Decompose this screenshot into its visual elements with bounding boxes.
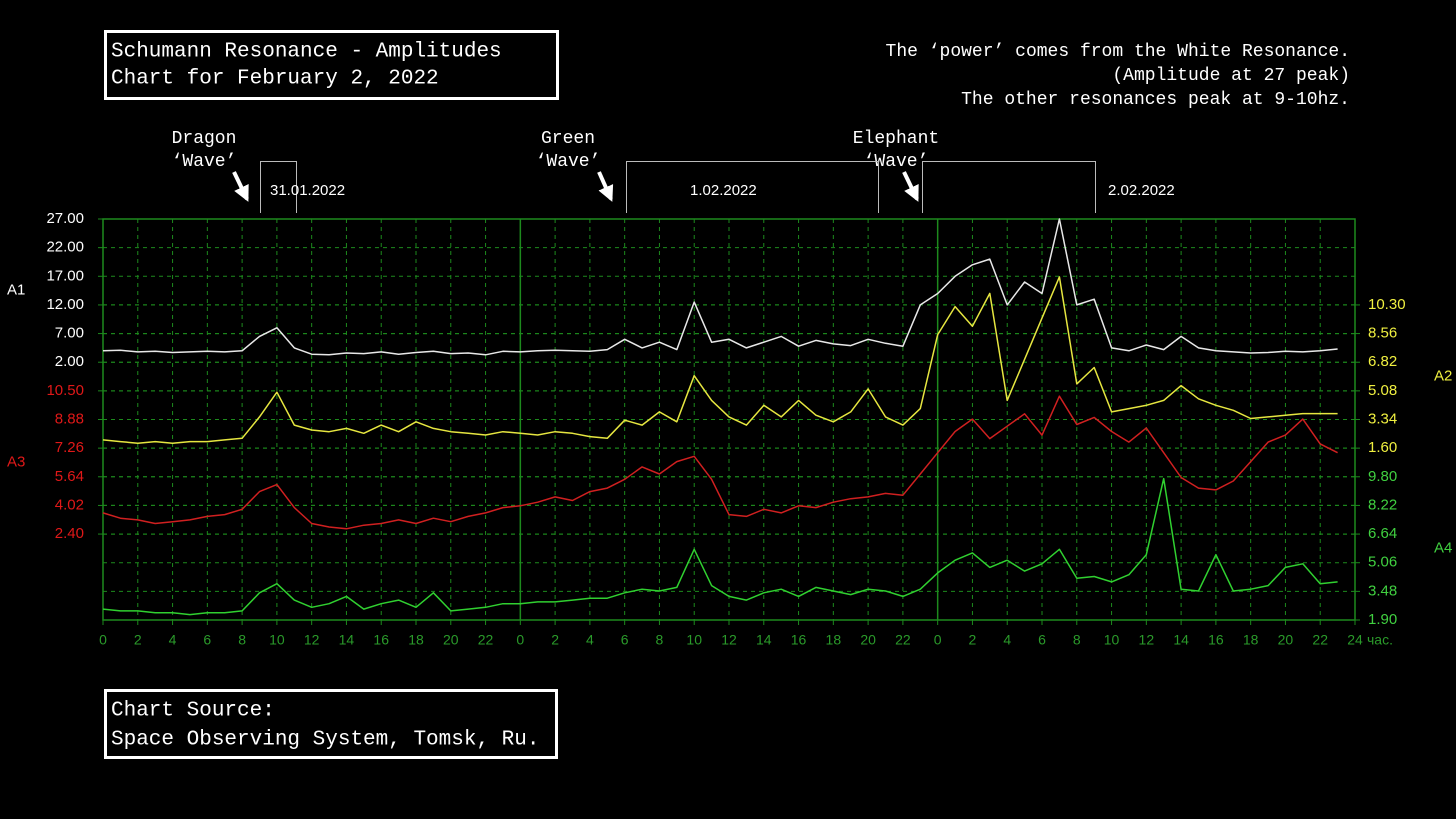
title-box xyxy=(104,30,559,100)
x-tick-label: 0 xyxy=(516,632,524,648)
note: (Amplitude at 27 peak) xyxy=(1112,66,1350,86)
date-bracket xyxy=(922,161,1096,213)
y-tick-label: 1.60 xyxy=(1368,439,1397,456)
x-tick-label: 16 xyxy=(1208,632,1224,648)
x-tick-label: 0 xyxy=(934,632,942,648)
x-tick-label: 2 xyxy=(134,632,142,648)
y-tick-label: 12.00 xyxy=(46,296,84,313)
date-label: 31.01.2022 xyxy=(270,182,345,199)
x-tick-label: 2 xyxy=(969,632,977,648)
y-tick-label: 7.00 xyxy=(55,325,84,342)
source: Chart Source: xyxy=(111,700,275,723)
axis-label: A2 xyxy=(1434,368,1452,385)
x-tick-label: 4 xyxy=(1003,632,1011,648)
y-tick-label: 1.90 xyxy=(1368,611,1397,628)
x-tick-label: 10 xyxy=(1104,632,1120,648)
x-tick-label: 14 xyxy=(756,632,772,648)
date-bracket xyxy=(626,161,879,213)
y-tick-label: 9.80 xyxy=(1368,468,1397,485)
y-tick-label: 10.30 xyxy=(1368,296,1406,313)
x-tick-label: 6 xyxy=(203,632,211,648)
annotation: Dragon xyxy=(172,129,237,149)
annotation: Elephant xyxy=(853,129,939,149)
series-line xyxy=(102,395,1338,530)
plot-frame xyxy=(102,218,1356,621)
source-box xyxy=(104,689,558,759)
x-tick-label: 8 xyxy=(1073,632,1081,648)
x-tick-label: 22 xyxy=(478,632,494,648)
x-tick-label: 14 xyxy=(339,632,355,648)
x-tick-label: 4 xyxy=(169,632,177,648)
y-tick-label: 8.22 xyxy=(1368,496,1397,513)
x-tick-label: 12 xyxy=(304,632,320,648)
x-tick-label: 14 xyxy=(1173,632,1189,648)
x-tick-label: 12 xyxy=(1139,632,1155,648)
y-tick-label: 2.00 xyxy=(55,353,84,370)
x-tick-label: 12 xyxy=(721,632,737,648)
annotation: ‘Wave’ xyxy=(536,152,601,172)
x-tick-label: 0 xyxy=(99,632,107,648)
x-tick-label: 20 xyxy=(1278,632,1294,648)
y-tick-label: 27.00 xyxy=(46,210,84,227)
x-tick-label: 18 xyxy=(1243,632,1259,648)
plot-area: 0 2 4 6 8 10 12 14 16 18 20 22 0 2 4 6 8 10 12 14 16 18 20 22 0 2… xyxy=(7,210,1452,648)
y-tick-label: 17.00 xyxy=(46,267,84,284)
x-tick-label: 2 xyxy=(551,632,559,648)
x-tick-label: 20 xyxy=(443,632,459,648)
source: Space Observing System, Tomsk, Ru. xyxy=(111,729,539,752)
axis-label: A3 xyxy=(7,453,25,470)
y-tick-label: 5.06 xyxy=(1368,554,1397,571)
x-tick-label: 8 xyxy=(238,632,246,648)
x-tick-label: 6 xyxy=(621,632,629,648)
x-tick-label: 10 xyxy=(686,632,702,648)
y-tick-label: 10.50 xyxy=(46,382,84,399)
date-label: 2.02.2022 xyxy=(1108,182,1175,199)
note: The ‘power’ comes from the White Resonan… xyxy=(886,42,1350,62)
x-tick-label: 6 xyxy=(1038,632,1046,648)
x-tick-label: 20 xyxy=(860,632,876,648)
date-label: 1.02.2022 xyxy=(690,182,757,199)
x-tick-label: 22 xyxy=(895,632,911,648)
x-tick-label: 22 xyxy=(1312,632,1328,648)
arrow xyxy=(232,171,249,202)
y-tick-label: 3.34 xyxy=(1368,410,1397,427)
date-bracket xyxy=(260,161,297,213)
y-tick-label: 5.64 xyxy=(55,468,84,485)
y-tick-label: 7.26 xyxy=(55,439,84,456)
x-tick-label: 18 xyxy=(826,632,842,648)
note: The other resonances peak at 9-10hz. xyxy=(961,90,1350,110)
series-line xyxy=(102,276,1338,444)
y-tick-label: 22.00 xyxy=(46,239,84,256)
annotation: ‘Wave’ xyxy=(172,152,237,172)
x-tick-label: 10 xyxy=(269,632,285,648)
series-line xyxy=(102,477,1338,616)
x-tick-label: 18 xyxy=(408,632,424,648)
axis-label: A4 xyxy=(1434,539,1452,556)
x-tick-label: 4 xyxy=(586,632,594,648)
arrow xyxy=(902,171,919,202)
annotation: Green xyxy=(541,129,595,149)
x-axis-label: час. xyxy=(1367,632,1393,648)
y-tick-label: 5.08 xyxy=(1368,382,1397,399)
axis-label: A1 xyxy=(7,282,25,299)
series-line xyxy=(102,218,1338,356)
x-tick-label: 16 xyxy=(791,632,807,648)
y-tick-label: 6.82 xyxy=(1368,353,1397,370)
y-tick-label: 3.48 xyxy=(1368,582,1397,599)
y-tick-label: 4.02 xyxy=(55,496,84,513)
y-tick-label: 8.88 xyxy=(55,410,84,427)
arrow xyxy=(597,171,614,202)
y-tick-label: 8.56 xyxy=(1368,325,1397,342)
x-tick-label: 16 xyxy=(373,632,389,648)
chart-title: Schumann Resonance - Amplitudes xyxy=(111,41,502,64)
x-tick-label: 24 xyxy=(1347,632,1363,648)
annotation: ‘Wave’ xyxy=(864,152,929,172)
x-tick-label: 8 xyxy=(656,632,664,648)
y-tick-label: 2.40 xyxy=(55,525,84,542)
chart-subtitle: Chart for February 2, 2022 xyxy=(111,68,439,91)
y-tick-label: 6.64 xyxy=(1368,525,1397,542)
